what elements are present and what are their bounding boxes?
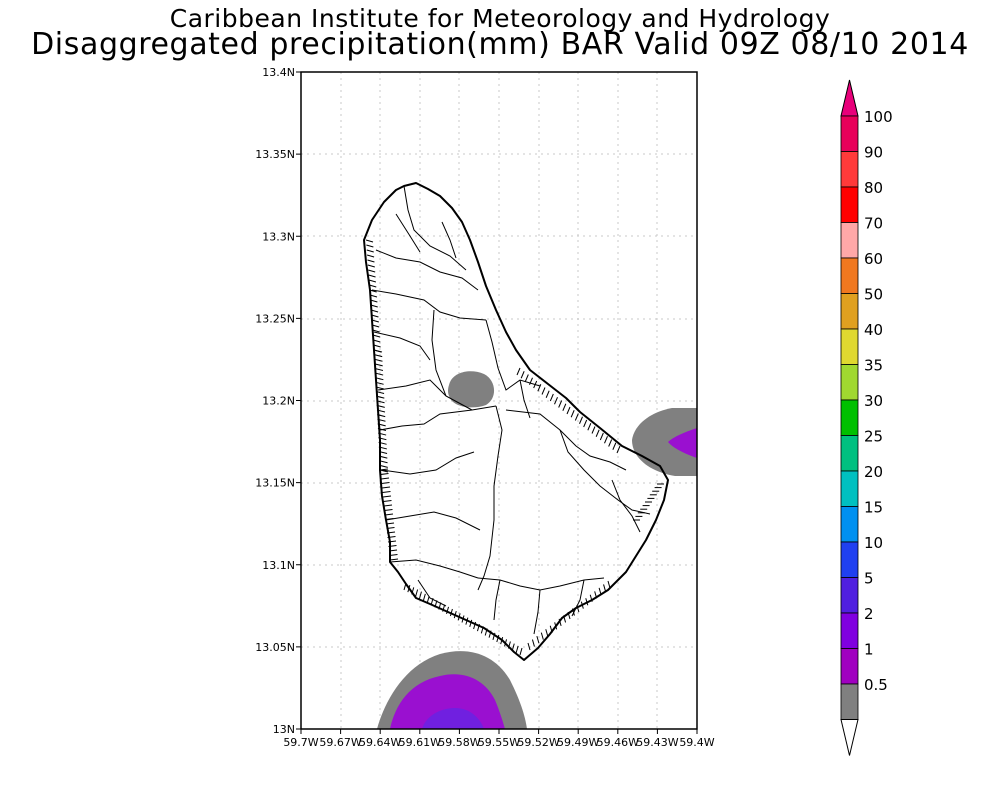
lat-tick-label: 13.05N [255, 641, 295, 654]
colorbar-label: 70 [864, 215, 883, 233]
colorbar-label: 2 [864, 605, 874, 623]
colorbar-swatch [840, 328, 859, 365]
colorbar-swatch [840, 222, 859, 259]
lat-tick-label: 13.15N [255, 477, 295, 490]
colorbar-label: 30 [864, 392, 883, 410]
colorbar-swatch [840, 470, 859, 507]
colorbar-swatch [840, 257, 859, 294]
lon-tick-label: 59.61W [399, 736, 441, 749]
colorbar-swatch [840, 399, 859, 436]
lon-tick-label: 59.4W [679, 736, 714, 749]
colorbar-label: 90 [864, 144, 883, 162]
colorbar-label: 80 [864, 179, 883, 197]
lon-tick-label: 59.7W [283, 736, 318, 749]
colorbar-label: 15 [864, 499, 883, 517]
colorbar-swatch [840, 648, 859, 685]
island-outline [363, 182, 669, 661]
colorbar-swatch [840, 506, 859, 543]
lon-tick-label: 59.52W [517, 736, 559, 749]
colorbar-label: 60 [864, 250, 883, 268]
colorbar-label: 0.5 [864, 676, 888, 694]
lon-tick-label: 59.58W [438, 736, 480, 749]
lon-tick-label: 59.49W [557, 736, 599, 749]
colorbar-label: 5 [864, 570, 874, 588]
colorbar-label: 10 [864, 534, 883, 552]
lon-tick-label: 59.64W [359, 736, 401, 749]
lon-tick-label: 59.55W [478, 736, 520, 749]
colorbar-swatch [840, 293, 859, 330]
colorbar-swatch [840, 435, 859, 472]
lat-tick-label: 13.3N [262, 230, 295, 243]
longitude-axis: 59.7W 59.67W59.64W59.61W59.58W59.55W59.52… [283, 729, 715, 749]
colorbar-label: 20 [864, 463, 883, 481]
lat-tick-label: 13.35N [255, 148, 295, 161]
colorbar-label: 1 [864, 641, 874, 659]
colorbar-swatch [840, 612, 859, 649]
colorbar-label: 100 [864, 108, 893, 126]
colorbar-label: 40 [864, 321, 883, 339]
parish-boundaries [371, 185, 651, 635]
coastline-detail [365, 239, 664, 656]
lat-tick-label: 13.1N [262, 559, 295, 572]
lat-tick-label: 13.25N [255, 312, 295, 325]
colorbar-top-arrow [840, 79, 859, 117]
lat-tick-label: 13.2N [262, 395, 295, 408]
colorbar-label: 35 [864, 357, 883, 375]
precip-area-south [377, 651, 527, 729]
colorbar-swatch [840, 683, 859, 720]
chart-subtitle: Disaggregated precipitation(mm) BAR Vali… [31, 27, 969, 62]
colorbar-swatch [840, 186, 859, 223]
colorbar: 100 90 80 70 60 50 40 35 30 25 20 15 10 5 2 1 0.5 [840, 79, 893, 756]
colorbar-swatch [840, 577, 859, 614]
lon-tick-label: 59.46W [597, 736, 639, 749]
colorbar-swatch [840, 541, 859, 578]
colorbar-label: 25 [864, 428, 883, 446]
lon-tick-label: 59.43W [636, 736, 678, 749]
colorbar-bottom-arrow [840, 719, 859, 756]
chart-title: Caribbean Institute for Meteorology and … [169, 4, 831, 33]
colorbar-swatch [840, 151, 859, 188]
lon-tick-label: 59.67W [319, 736, 361, 749]
lat-tick-label: 13N [273, 723, 295, 736]
precip-area-central [448, 371, 495, 408]
map-grid [301, 72, 697, 729]
colorbar-label: 50 [864, 286, 883, 304]
colorbar-swatch [840, 364, 859, 401]
latitude-axis: 13.4N 13.35N 13.3N 13.25N 13.2N 13.15N 13.1N 13… [255, 66, 301, 736]
colorbar-swatch [840, 115, 859, 152]
lat-tick-label: 13.4N [262, 66, 295, 79]
